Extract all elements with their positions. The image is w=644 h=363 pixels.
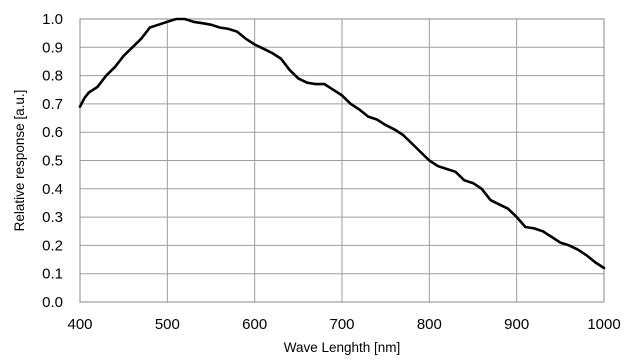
grid-lines [79,18,605,303]
data-series-layer [78,17,606,270]
y-tick-label: 0.6 [42,124,63,141]
series-line-0 [78,17,606,270]
y-axis-title: Relative response [a.u.] [12,90,27,232]
x-tick-label: 500 [155,316,180,333]
y-tick-label: 1.0 [42,11,63,28]
y-tick-label: 0.4 [42,181,63,198]
y-tick-label: 0.1 [42,266,63,283]
x-tick-label: 600 [242,316,267,333]
y-tick-label: 0.2 [42,237,63,254]
x-tick-labels: 400 500 600 700 800 900 1000 [67,316,620,333]
x-tick-label: 800 [417,316,442,333]
y-tick-label: 0.3 [42,209,63,226]
y-tick-label: 0.9 [42,39,63,56]
x-tick-label: 400 [67,316,92,333]
y-tick-label: 0.5 [42,153,63,170]
x-tick-label: 1000 [587,316,620,333]
x-axis-title: Wave Lenghth [nm] [284,340,401,355]
y-tick-label: 0.7 [42,96,63,113]
plot-border [79,18,605,303]
x-tick-label: 700 [329,316,354,333]
y-tick-label: 0.0 [42,294,63,311]
y-tick-label: 0.8 [42,68,63,85]
y-tick-labels: 0.0 0.1 0.2 0.3 0.4 0.5 0.6 0.7 0.8 0.9 1.0 [42,11,63,311]
x-tick-label: 900 [504,316,529,333]
